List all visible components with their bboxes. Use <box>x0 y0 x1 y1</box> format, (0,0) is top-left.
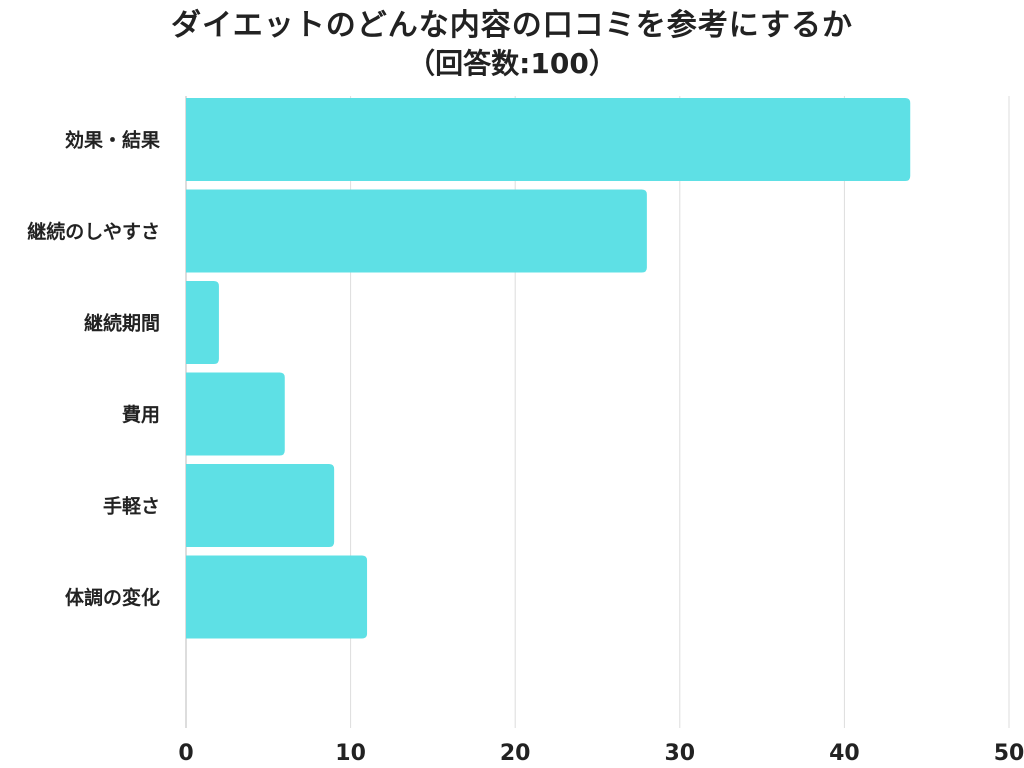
bar <box>186 555 368 639</box>
category-label: 継続期間 <box>84 312 160 335</box>
bar <box>186 464 335 547</box>
x-tick-label: 40 <box>829 741 860 766</box>
bar <box>186 281 219 364</box>
x-tick-label: 30 <box>664 741 695 766</box>
x-tick-label: 20 <box>500 741 531 766</box>
bar <box>186 372 285 456</box>
x-tick-label: 50 <box>994 741 1024 766</box>
category-label: 費用 <box>122 403 160 426</box>
category-label: 体調の変化 <box>65 586 160 609</box>
x-tick-label: 10 <box>335 741 366 766</box>
bar <box>186 98 911 181</box>
chart-subtitle: （回答数:100） <box>407 47 617 80</box>
x-axis-ticks: 0 10 20 30 40 50 <box>178 741 1024 766</box>
chart-title-block: ダイエットのどんな内容の口コミを参考にするか （回答数:100） <box>0 6 1024 82</box>
category-label: 効果・結果 <box>65 129 160 152</box>
category-label: 手軽さ <box>103 495 160 518</box>
x-tick-label: 0 <box>178 741 193 766</box>
category-label: 継続のしやすさ <box>27 220 160 243</box>
bar <box>186 189 647 273</box>
chart-title: ダイエットのどんな内容の口コミを参考にするか <box>171 8 853 43</box>
bars <box>186 98 911 639</box>
